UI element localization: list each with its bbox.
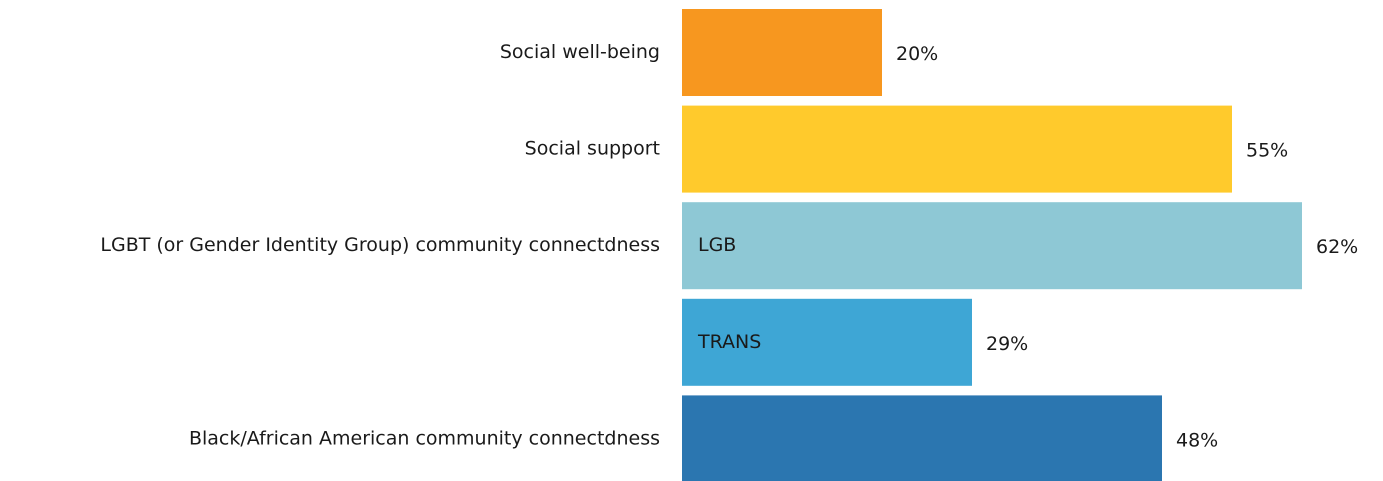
bar-label: LGB [698,234,736,256]
category-label: Black/African American community connect… [189,427,660,449]
bar [682,298,972,386]
category-label: Social support [525,138,660,160]
bar-label: TRANS [697,331,761,353]
bar [682,395,1162,481]
value-label: 48% [1176,429,1218,451]
bar [682,202,1302,290]
value-label: 62% [1316,236,1358,258]
bar [682,105,1232,193]
category-label: LGBT (or Gender Identity Group) communit… [100,234,660,256]
category-label: Social well-being [500,41,660,63]
value-label: 20% [896,43,938,65]
value-label: 29% [986,333,1028,355]
bar [682,9,882,96]
value-label: 55% [1246,140,1288,162]
